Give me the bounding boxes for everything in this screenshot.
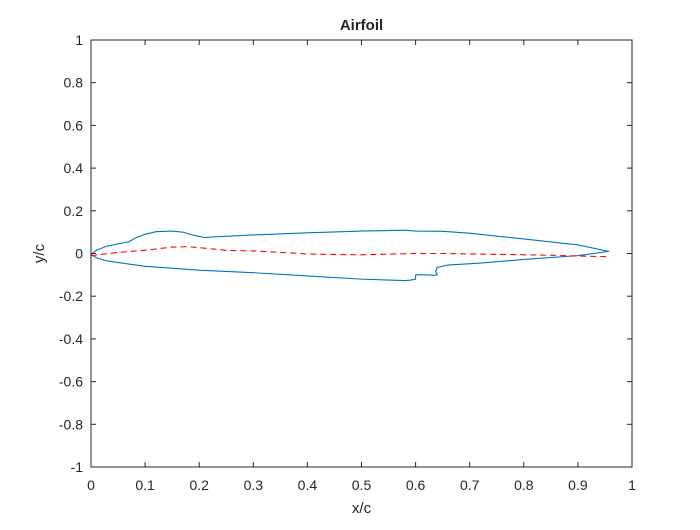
x-tick-label: 0.1 (135, 477, 155, 493)
plot-area (91, 40, 632, 467)
x-tick-label: 1 (628, 477, 636, 493)
x-tick-label: 0.7 (460, 477, 480, 493)
x-tick-label: 0.5 (352, 477, 372, 493)
x-tick-label: 0.3 (244, 477, 264, 493)
chart-title: Airfoil (340, 17, 383, 34)
airfoil-outline (90, 229, 610, 282)
x-tick-label: 0.8 (514, 477, 534, 493)
plot-box (90, 39, 633, 468)
y-tick-label: 0.4 (64, 160, 84, 176)
y-tick-label: -0.4 (59, 331, 83, 347)
y-axis-label: y/c (31, 243, 48, 263)
x-tick-label: 0 (87, 477, 95, 493)
x-tick-label: 0.6 (406, 477, 426, 493)
y-tick-label: -0.8 (59, 416, 83, 432)
y-tick-label: 1 (75, 32, 83, 48)
y-tick-label: 0.2 (64, 203, 84, 219)
y-tick-label: -1 (71, 459, 84, 475)
camber-line (90, 246, 611, 258)
y-tick-label: -0.6 (59, 374, 83, 390)
x-tick-label: 0.4 (298, 477, 318, 493)
x-axis-label: x/c (352, 500, 372, 517)
x-tick-label: 0.9 (568, 477, 588, 493)
y-tick-label: 0 (75, 246, 83, 262)
y-tick-label: 0.8 (64, 75, 84, 91)
y-tick-label: 0.6 (64, 117, 84, 133)
y-tick-label: -0.2 (59, 288, 83, 304)
x-tick-label: 0.2 (189, 477, 209, 493)
